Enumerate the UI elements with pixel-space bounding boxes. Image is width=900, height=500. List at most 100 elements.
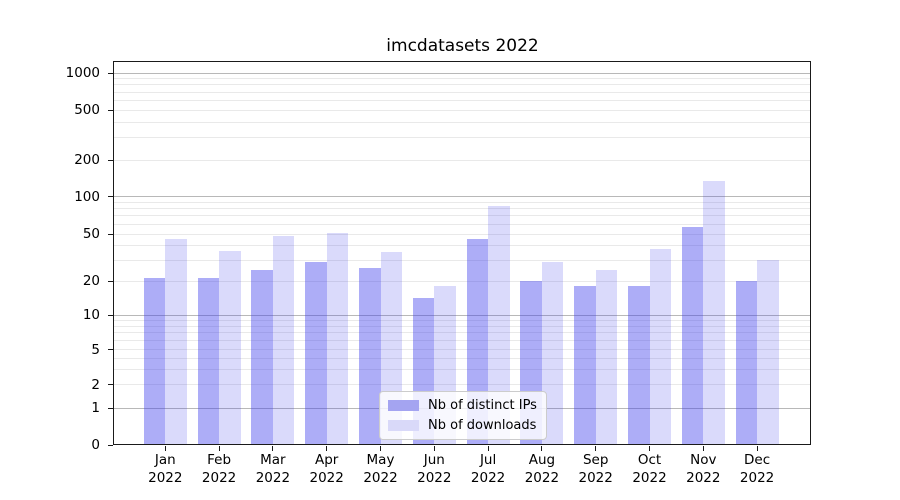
gridline-minor <box>114 280 810 282</box>
gridline-minor <box>114 159 810 161</box>
x-tick-label: Jul 2022 <box>470 452 506 486</box>
gridline-major <box>114 72 810 74</box>
y-tick-mark <box>108 349 113 350</box>
y-tick-label: 100 <box>74 188 100 205</box>
legend-item: Nb of distinct IPs <box>388 398 538 413</box>
gridline-minor <box>114 332 810 334</box>
gridline-minor <box>114 325 810 327</box>
gridline-minor <box>114 259 810 261</box>
x-tick-mark <box>380 446 381 451</box>
bar-ips-apr <box>305 261 327 445</box>
legend-swatch-ips <box>388 400 419 411</box>
gridline-minor <box>114 91 810 93</box>
legend-item: Nb of downloads <box>388 418 538 433</box>
gridline-major <box>114 314 810 316</box>
gridline-minor <box>114 215 810 217</box>
bar-ips-jan <box>143 278 166 445</box>
gridline-minor <box>114 349 810 350</box>
x-tick-label: Oct 2022 <box>632 452 667 486</box>
y-tick-label: 0 <box>91 437 100 453</box>
gridline-minor <box>114 357 810 359</box>
x-tick-mark <box>702 446 704 451</box>
y-tick-mark <box>108 280 113 282</box>
legend-label-downloads: Nb of downloads <box>428 418 537 433</box>
y-tick-mark <box>108 72 113 74</box>
y-tick-label: 200 <box>74 152 100 168</box>
bar-downloads-aug <box>541 261 564 445</box>
chart-title: imcdatasets 2022 <box>386 36 539 56</box>
x-tick-mark <box>272 446 274 451</box>
bar-downloads-jul <box>488 205 510 445</box>
y-tick-mark <box>108 196 113 197</box>
bar-ips-nov <box>681 226 704 445</box>
gridline-minor <box>114 244 810 246</box>
gridline-minor <box>114 201 810 203</box>
bar-ips-may <box>359 267 381 445</box>
gridline-minor <box>114 233 810 235</box>
y-tick-label: 5 <box>91 341 100 358</box>
bar-downloads-jan <box>165 239 187 445</box>
gridline-minor <box>114 121 810 123</box>
y-tick-mark <box>108 233 113 235</box>
y-tick-mark <box>108 407 113 409</box>
legend-label-ips: Nb of distinct IPs <box>428 398 537 413</box>
gridline-minor <box>114 99 810 101</box>
bar-downloads-sep <box>595 269 618 445</box>
x-tick-mark <box>433 446 435 451</box>
bar-ips-sep <box>574 286 596 445</box>
gridline-minor <box>114 339 810 341</box>
bar-downloads-dec <box>757 260 779 445</box>
y-tick-mark <box>108 159 113 161</box>
gridline-minor <box>114 137 810 139</box>
gridline-minor <box>114 368 810 370</box>
x-tick-mark <box>487 446 489 451</box>
x-tick-label: Nov 2022 <box>686 452 721 486</box>
x-tick-label: Feb 2022 <box>201 452 237 486</box>
bar-ips-mar <box>251 269 273 445</box>
y-tick-mark <box>108 109 113 111</box>
y-tick-label: 10 <box>82 307 100 323</box>
bar-ips-feb <box>197 278 220 445</box>
x-tick-label: Sep 2022 <box>578 452 613 486</box>
y-tick-mark <box>108 314 113 316</box>
bar-downloads-feb <box>219 250 241 445</box>
x-tick-label: Dec 2022 <box>739 452 775 486</box>
y-tick-label: 50 <box>82 226 100 242</box>
y-tick-mark <box>108 384 113 385</box>
gridline-minor <box>114 208 810 210</box>
gridline-minor <box>114 319 810 321</box>
x-tick-label: Mar 2022 <box>255 452 291 486</box>
bar-downloads-nov <box>703 180 725 445</box>
x-tick-label: Apr 2022 <box>309 452 344 486</box>
legend-swatch-downloads <box>388 420 419 431</box>
x-tick-label: Aug 2022 <box>524 452 560 486</box>
bar-ips-dec <box>735 281 758 445</box>
gridline-major <box>114 196 810 197</box>
gridline-minor <box>114 223 810 225</box>
bar-downloads-apr <box>326 232 349 445</box>
x-tick-mark <box>164 446 166 451</box>
x-tick-label: Jun 2022 <box>417 452 452 486</box>
x-tick-mark <box>218 446 220 451</box>
y-tick-label: 20 <box>82 273 100 289</box>
legend: Nb of distinct IPs Nb of downloads <box>379 391 547 440</box>
bar-downloads-mar <box>272 236 295 445</box>
y-tick-label: 2 <box>91 376 100 393</box>
gridline-minor <box>114 384 810 385</box>
y-tick-mark <box>108 444 113 446</box>
gridline-minor <box>114 78 810 80</box>
x-tick-mark <box>756 446 758 451</box>
x-tick-mark <box>541 446 543 451</box>
gridline-minor <box>114 109 810 111</box>
x-tick-label: Jan 2022 <box>148 452 183 486</box>
y-tick-label: 1000 <box>65 65 100 81</box>
y-tick-label: 500 <box>74 102 100 118</box>
y-tick-label: 1 <box>91 400 100 416</box>
bar-ips-oct <box>628 286 650 445</box>
bar-downloads-oct <box>649 249 671 445</box>
x-tick-mark <box>649 446 650 451</box>
x-tick-mark <box>595 446 597 451</box>
x-tick-label: May 2022 <box>363 452 398 486</box>
x-tick-mark <box>326 446 328 451</box>
